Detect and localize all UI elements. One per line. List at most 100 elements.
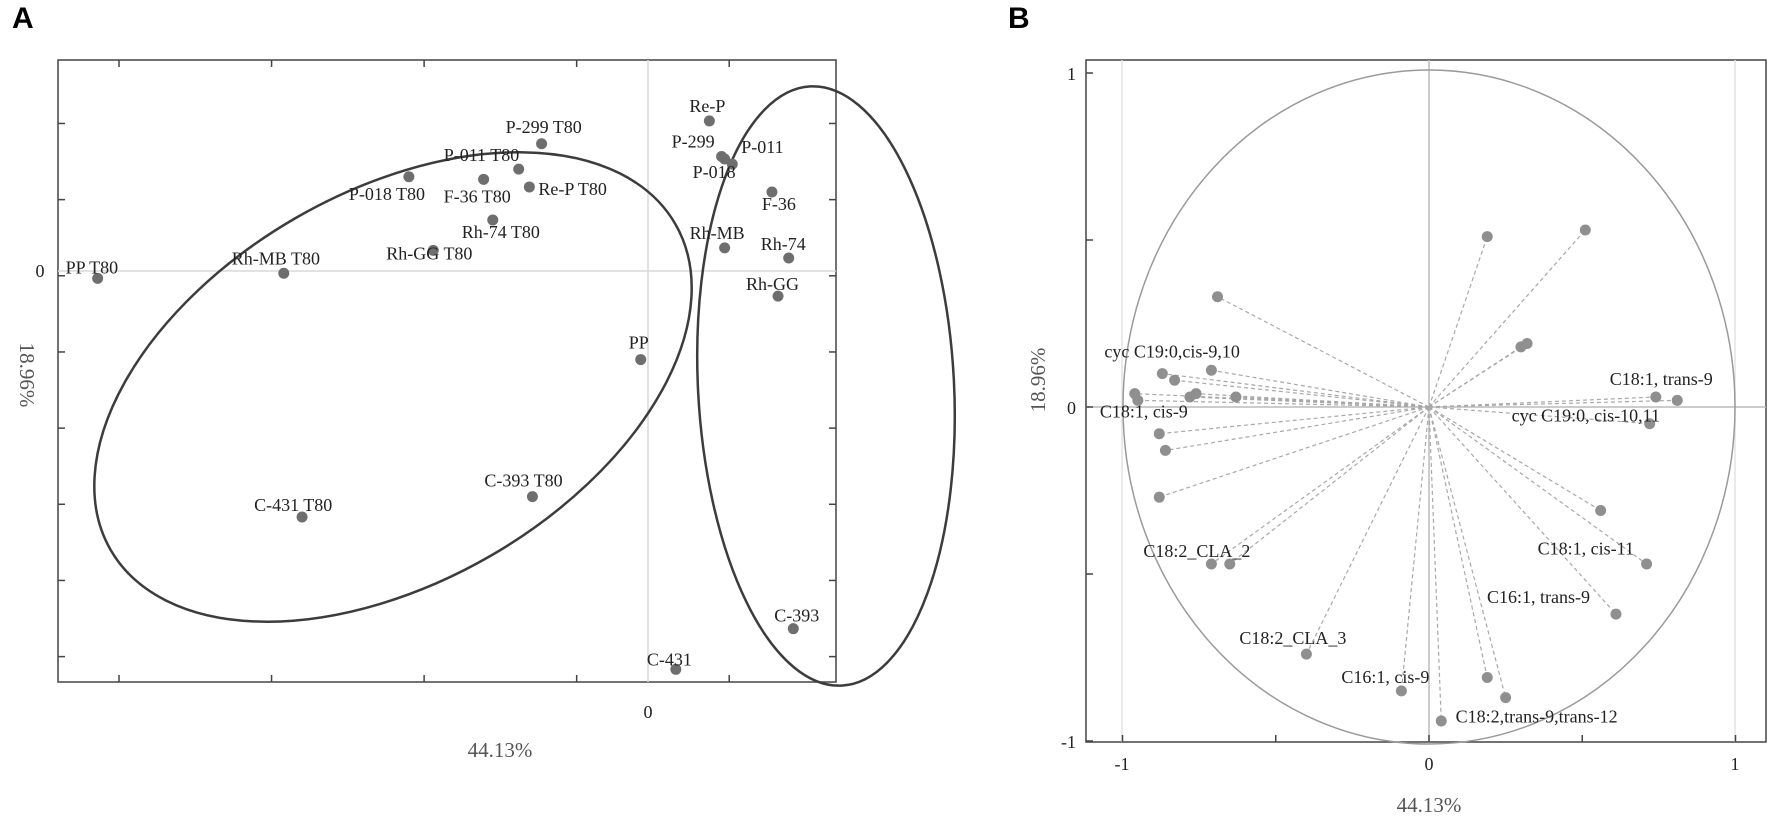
panel-a-point-pp bbox=[635, 354, 647, 366]
panel-a-point-pp-t80 bbox=[92, 272, 104, 284]
panel-a-point-label-c-393: C-393 bbox=[774, 606, 819, 626]
panel-b-loading-label-c18-2-trans-9-trans-12: C18:2,trans-9,trans-12 bbox=[1456, 707, 1618, 727]
panel-b-loading-point-20 bbox=[1641, 558, 1653, 570]
panel-b-loading-point-12 bbox=[1230, 391, 1242, 403]
panel-a-point-label-rh-gg-t80: Rh-GG T80 bbox=[386, 243, 472, 263]
panel-b-vector-15 bbox=[1428, 406, 1650, 425]
panel-b-vector-14 bbox=[1428, 399, 1678, 408]
panel-a-points: PP T80 Rh-MB T80 Rh-GG T80 P-018 T80 F-36 T8… bbox=[66, 96, 819, 675]
panel-b-vector-17 bbox=[1165, 406, 1430, 452]
panel-b-vector-12 bbox=[1235, 396, 1430, 408]
panel-a-ellipse-untreated bbox=[695, 85, 957, 687]
panel-a-point-label-p-011-t80: P-011 T80 bbox=[444, 145, 520, 165]
panel-a-point-c-393-t80 bbox=[526, 491, 538, 503]
panel-b-vector-22 bbox=[1229, 406, 1430, 565]
panel-b-loading-point-28 bbox=[1435, 715, 1447, 727]
panel-b-loading-label-cyc-c19-0-cis-10-11: cyc C19:0, cis-10,11 bbox=[1512, 406, 1660, 426]
panel-a-point-label-pp: PP bbox=[629, 333, 649, 353]
panel-b-chart: cyc C19:0,cis-9,10 C18:1, cis-9 C18:1, tra… bbox=[1026, 59, 1767, 817]
panel-a-point-rh-74-t80 bbox=[487, 214, 499, 226]
panel-b-y-tick-neg1: -1 bbox=[1061, 732, 1076, 752]
panel-a-point-label-p-011: P-011 bbox=[741, 137, 783, 157]
panel-a-point-label-rh-gg: Rh-GG bbox=[746, 274, 799, 294]
panel-a-point-label-p-299-t80: P-299 T80 bbox=[506, 117, 582, 137]
panel-b-unit-circle bbox=[1122, 69, 1736, 745]
panel-b-loading-point-22 bbox=[1224, 558, 1236, 570]
panel-b-loading-label-c18-2-cla-3: C18:2_CLA_3 bbox=[1239, 628, 1346, 648]
panel-b-vector-1 bbox=[1428, 229, 1586, 408]
panel-a-point-label-p-299: P-299 bbox=[672, 131, 715, 151]
panel-a-point-rh-74 bbox=[783, 252, 795, 264]
panel-b-vector-19 bbox=[1428, 406, 1601, 512]
panel-b-loading-point-18 bbox=[1153, 491, 1165, 503]
panel-a-point-p-011-t80 bbox=[513, 163, 525, 175]
panel-b-loading-point-1 bbox=[1579, 224, 1591, 236]
panel-a-point-label-c-431-t80: C-431 T80 bbox=[254, 495, 332, 515]
panel-a-point-rh-mb bbox=[719, 242, 731, 254]
panel-b-loading-point-21 bbox=[1205, 558, 1217, 570]
panel-b-vector-6 bbox=[1174, 379, 1430, 408]
panel-label-b: B bbox=[1008, 2, 1030, 35]
panel-a-point-label-re-p: Re-P bbox=[689, 96, 725, 116]
panel-b-loading-point-4 bbox=[1521, 338, 1533, 350]
panel-a-ellipse-t80 bbox=[93, 151, 693, 623]
panel-b-loading-label-c16-1-cis-9: C16:1, cis-9 bbox=[1341, 667, 1429, 687]
panel-b-loading-point-27 bbox=[1500, 692, 1512, 704]
panel-a-point-label-p-018: P-018 bbox=[693, 162, 736, 182]
panel-a-chart: PP T80 Rh-MB T80 Rh-GG T80 P-018 T80 F-36 T8… bbox=[15, 59, 957, 762]
panel-a-point-p-018 bbox=[719, 153, 731, 165]
panel-a-point-f-36-t80 bbox=[478, 173, 490, 185]
panel-a-point-rh-gg-t80 bbox=[427, 244, 439, 256]
panel-a-point-label-f-36-t80: F-36 T80 bbox=[444, 186, 511, 206]
panel-a-point-p-018-t80 bbox=[403, 171, 415, 183]
panel-b-loading-point-15 bbox=[1644, 418, 1656, 430]
panel-b-loading-point-2 bbox=[1212, 291, 1224, 303]
panel-b-y-tick-0: 0 bbox=[1067, 398, 1076, 418]
panel-b-loading-point-23 bbox=[1610, 608, 1622, 620]
panel-b-vector-18 bbox=[1159, 406, 1430, 498]
panel-b-vector-27 bbox=[1428, 406, 1507, 698]
panel-b-tick-marks bbox=[1086, 72, 1737, 742]
panel-b-vector-10 bbox=[1189, 396, 1430, 408]
panel-b-loading-point-0 bbox=[1481, 231, 1493, 243]
panel-a-point-re-p-t80 bbox=[523, 181, 535, 193]
panel-b-loading-point-26 bbox=[1481, 672, 1493, 684]
panel-b-vector-25 bbox=[1400, 406, 1430, 691]
panel-b-loading-vectors bbox=[1134, 229, 1678, 721]
panel-a-point-label-rh-74: Rh-74 bbox=[761, 234, 806, 254]
panel-a-point-rh-mb-t80 bbox=[278, 267, 290, 279]
panel-a-x-tick-zero: 0 bbox=[644, 702, 653, 722]
panel-a-tick-marks bbox=[58, 60, 836, 682]
panel-a-point-f-36 bbox=[766, 186, 778, 198]
panel-b-x-axis-title: 44.13% bbox=[1397, 793, 1462, 817]
panel-b-x-tick-0: 0 bbox=[1425, 754, 1434, 774]
panel-a-point-c-431 bbox=[670, 663, 682, 675]
panel-b-loading-point-6 bbox=[1169, 374, 1181, 386]
panel-b-loading-point-9 bbox=[1132, 394, 1144, 406]
panel-b-loading-point-16 bbox=[1153, 428, 1165, 440]
panel-a-y-tick-zero: 0 bbox=[36, 261, 45, 281]
panel-a-point-c-393 bbox=[787, 623, 799, 635]
panel-b-loading-point-7 bbox=[1205, 364, 1217, 376]
panel-b-loading-point-24 bbox=[1300, 648, 1312, 660]
panel-a-point-c-431-t80 bbox=[296, 511, 308, 523]
panel-b-vector-2 bbox=[1217, 296, 1430, 408]
panel-b-loading-point-5 bbox=[1156, 368, 1168, 380]
panel-a-point-label-f-36: F-36 bbox=[762, 194, 796, 214]
panel-b-vector-4 bbox=[1428, 343, 1528, 408]
panel-a-point-label-pp-t80: PP T80 bbox=[66, 257, 119, 277]
panel-label-a: A bbox=[12, 2, 34, 35]
panel-b-y-axis-title: 18.96% bbox=[1026, 348, 1050, 413]
panel-b-loading-label-c16-1-trans-9: C16:1, trans-9 bbox=[1487, 587, 1590, 607]
panel-a-point-label-c-393-t80: C-393 T80 bbox=[484, 471, 562, 491]
panel-b-loading-point-13 bbox=[1650, 391, 1662, 403]
panel-b-loading-point-25 bbox=[1395, 685, 1407, 697]
panel-a-point-re-p bbox=[703, 115, 715, 127]
panel-b-loading-points: cyc C19:0,cis-9,10 C18:1, cis-9 C18:1, tra… bbox=[1100, 224, 1713, 727]
panel-a-point-label-c-431: C-431 bbox=[647, 649, 692, 669]
panel-b-vector-5 bbox=[1162, 373, 1430, 408]
panel-b-vector-21 bbox=[1211, 406, 1430, 565]
panel-b-loading-label-cyc-c19-0-cis-9-10: cyc C19:0,cis-9,10 bbox=[1104, 342, 1239, 362]
panel-a-point-label-rh-74-t80: Rh-74 T80 bbox=[462, 222, 540, 242]
